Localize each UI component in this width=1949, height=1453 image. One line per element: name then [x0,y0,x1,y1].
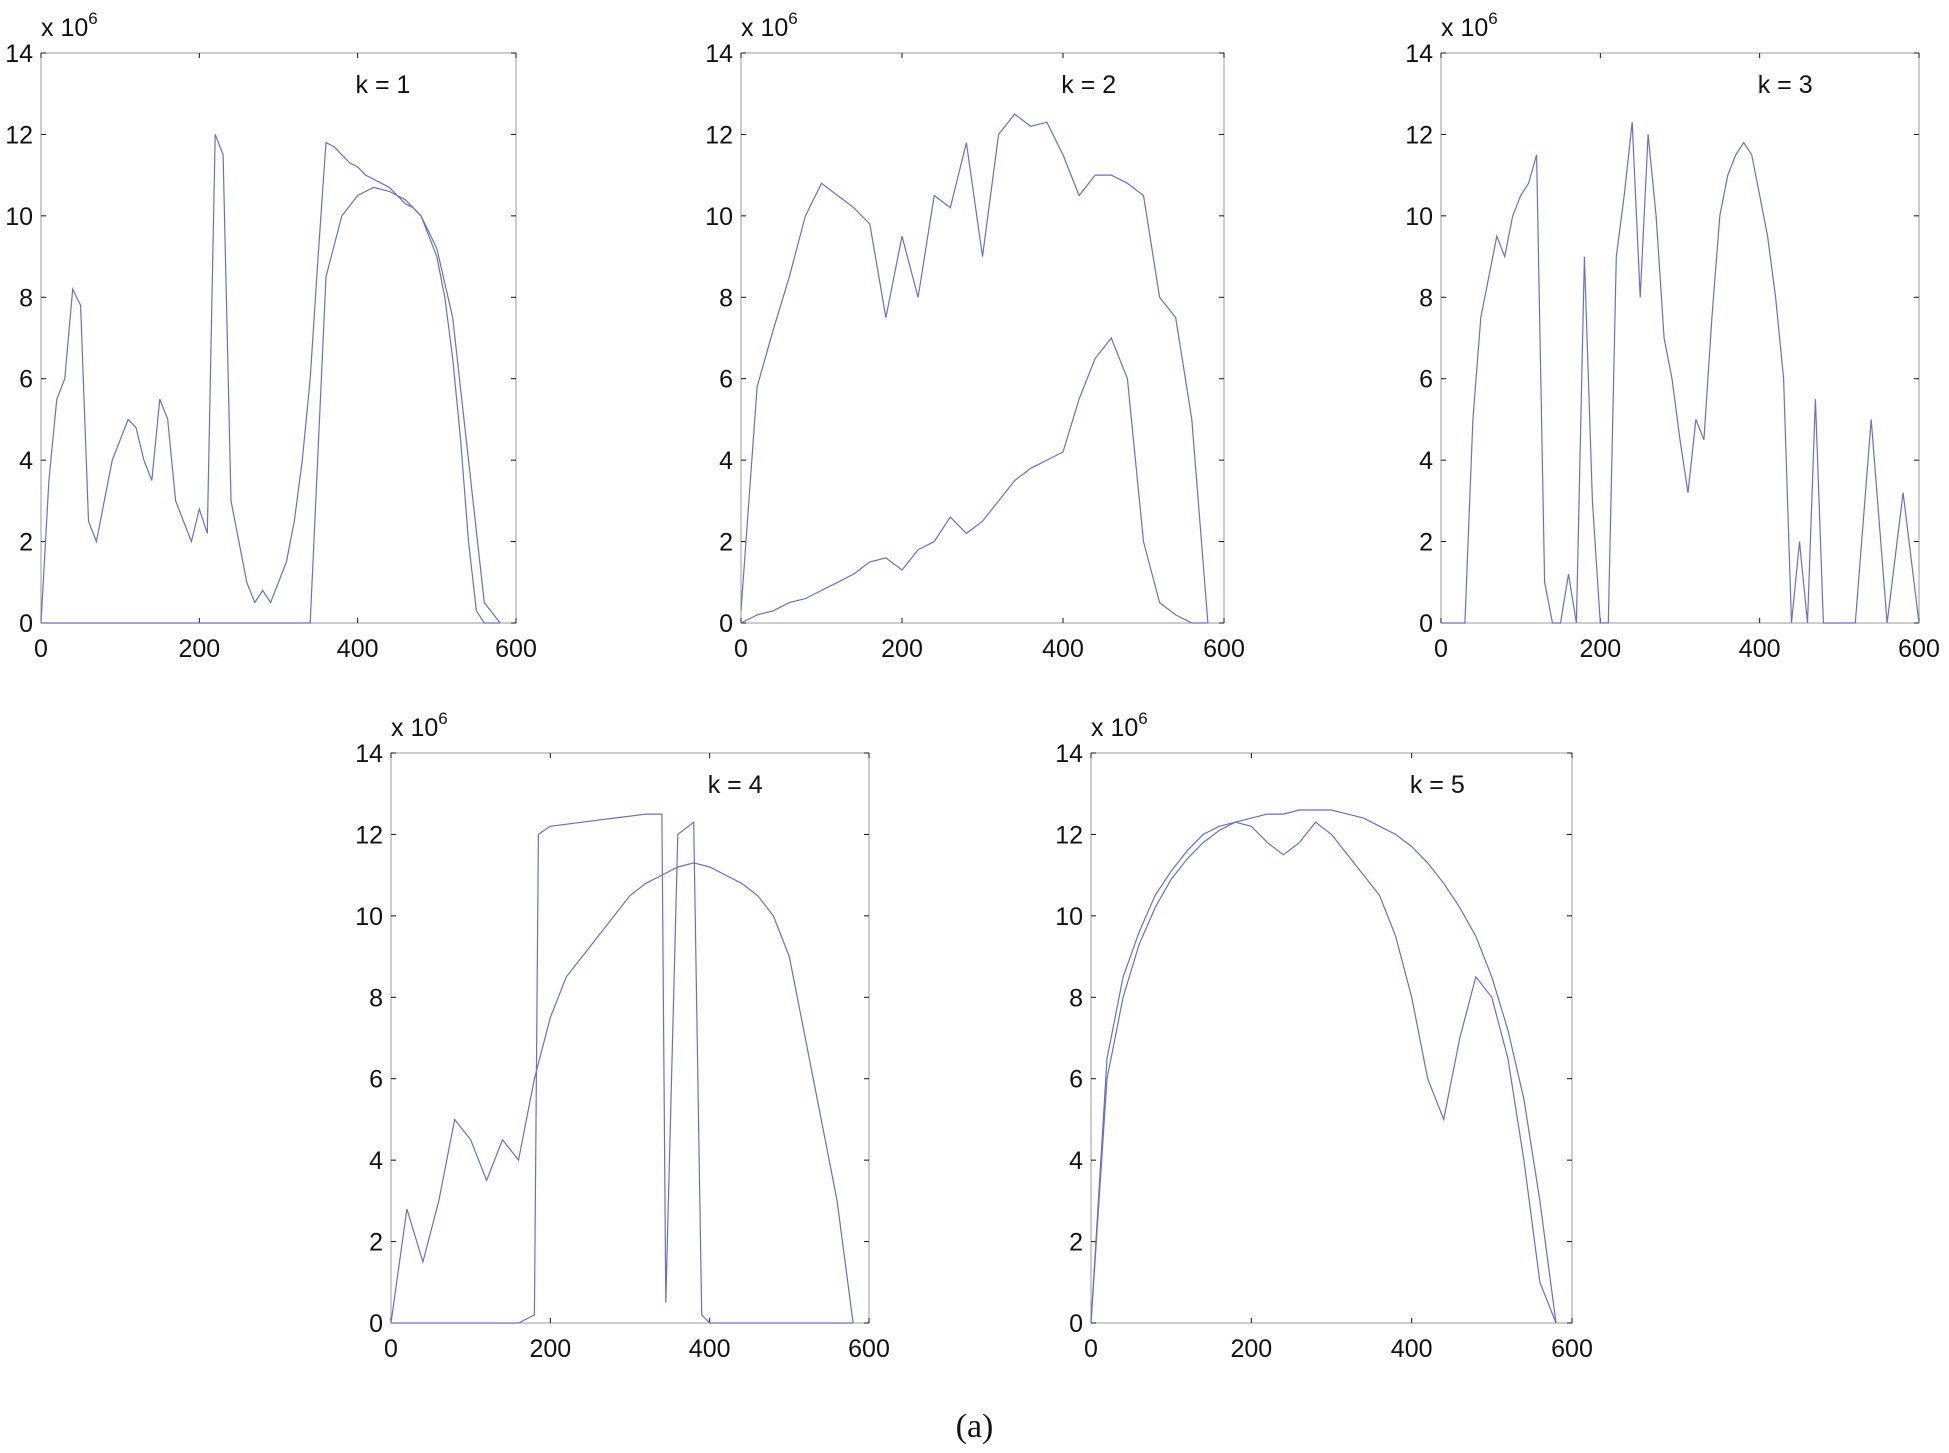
x-tick-label: 200 [529,1335,571,1363]
series-line [1090,821,1557,1324]
y-tick-label: 6 [1419,366,1433,394]
x-tick-label: 0 [384,1335,398,1363]
subplot-k4: 0 2 4 6 8 10 12 14 0 200 400 600 x 106 k = 4 [355,709,890,1363]
subplot-k1: 0 2 4 6 8 10 12 14 0 200 400 600 x 106 k = 1 [5,9,537,663]
x-tick-label: 600 [495,635,537,663]
x-tick-label: 200 [1230,1335,1272,1363]
y-tick-label: 0 [369,1310,383,1338]
y-tick-label: 10 [1055,903,1083,931]
y-tick-label: 4 [1069,1147,1083,1175]
x-tick-label: 0 [1084,1335,1098,1363]
series-line [391,813,854,1324]
x-tick-label: 600 [848,1335,890,1363]
subplot-annotation: k = 5 [1410,771,1465,799]
x-tick-label: 200 [1579,635,1621,663]
subplot-annotation: k = 2 [1061,71,1116,99]
y-tick-label: 14 [705,40,733,68]
y-tick-label: 6 [369,1066,383,1094]
y-tick-label: 10 [705,203,733,231]
y-tick-label: 4 [19,447,33,475]
y-tick-label: 6 [19,366,33,394]
y-tick-label: 4 [719,447,733,475]
y-tick-label: 12 [5,121,33,149]
y-tick-label: 12 [1405,121,1433,149]
y-tick-label: 0 [1419,610,1433,638]
x-tick-label: 400 [1391,1335,1433,1363]
subplot-annotation: k = 3 [1758,71,1813,99]
y-tick-label: 8 [19,284,33,312]
y-tick-label: 12 [705,121,733,149]
y-tick-label: 6 [1069,1066,1083,1094]
x-tick-label: 400 [1739,635,1781,663]
y-tick-label: 4 [1419,447,1433,475]
x-tick-label: 0 [1434,635,1448,663]
x-tick-label: 200 [881,635,923,663]
y-multiplier-label: x 106 [1441,9,1498,42]
y-tick-label: 14 [5,40,33,68]
y-tick-label: 8 [1069,984,1083,1012]
y-tick-label: 8 [369,984,383,1012]
y-multiplier-label: x 106 [41,9,98,42]
y-tick-label: 0 [1069,1310,1083,1338]
x-tick-label: 400 [689,1335,731,1363]
x-tick-label: 200 [178,635,220,663]
subplot-annotation: k = 1 [356,71,411,99]
plot-frame [1440,52,1920,624]
x-tick-label: 400 [1042,635,1084,663]
subplot-k2: 0 2 4 6 8 10 12 14 0 200 400 600 x 106 k = 2 [705,9,1245,663]
subplot-annotation: k = 4 [708,771,763,799]
y-tick-label: 12 [355,821,383,849]
y-tick-label: 0 [719,610,733,638]
subplot-k5: 0 2 4 6 8 10 12 14 0 200 400 600 x 106 k = 5 [1055,709,1593,1363]
y-multiplier-label: x 106 [391,709,448,742]
y-tick-label: 8 [1419,284,1433,312]
plot-frame [40,52,517,624]
y-tick-label: 2 [719,529,733,557]
series-line [740,113,1209,624]
x-tick-label: 0 [734,635,748,663]
y-tick-label: 14 [355,740,383,768]
series-line [1090,809,1557,1324]
y-tick-label: 10 [355,903,383,931]
y-tick-label: 12 [1055,821,1083,849]
y-multiplier-label: x 106 [1091,709,1148,742]
series-line [390,862,854,1324]
plot-frame [390,752,870,1324]
plot-frame [1090,752,1573,1324]
x-tick-label: 0 [34,635,48,663]
y-multiplier-label: x 106 [741,9,798,42]
plot-frame [740,52,1225,624]
y-tick-label: 2 [1069,1229,1083,1257]
x-tick-label: 600 [1551,1335,1593,1363]
series-line [740,336,1208,624]
y-tick-label: 2 [1419,529,1433,557]
series-line [1441,122,1920,624]
series-line [41,186,501,624]
y-tick-label: 10 [1405,203,1433,231]
y-tick-label: 8 [719,284,733,312]
x-tick-label: 400 [337,635,379,663]
y-tick-label: 2 [19,529,33,557]
y-tick-label: 4 [369,1147,383,1175]
y-tick-label: 14 [1055,740,1083,768]
y-tick-label: 14 [1405,40,1433,68]
figure-caption: (a) [955,1408,994,1445]
x-tick-label: 600 [1898,635,1940,663]
y-tick-label: 6 [719,366,733,394]
y-tick-label: 10 [5,203,33,231]
y-tick-label: 0 [19,610,33,638]
y-tick-label: 2 [369,1229,383,1257]
series-line [40,134,501,624]
x-tick-label: 600 [1203,635,1245,663]
subplot-k3: 0 2 4 6 8 10 12 14 0 200 400 600 x 106 k = 3 [1405,9,1940,663]
